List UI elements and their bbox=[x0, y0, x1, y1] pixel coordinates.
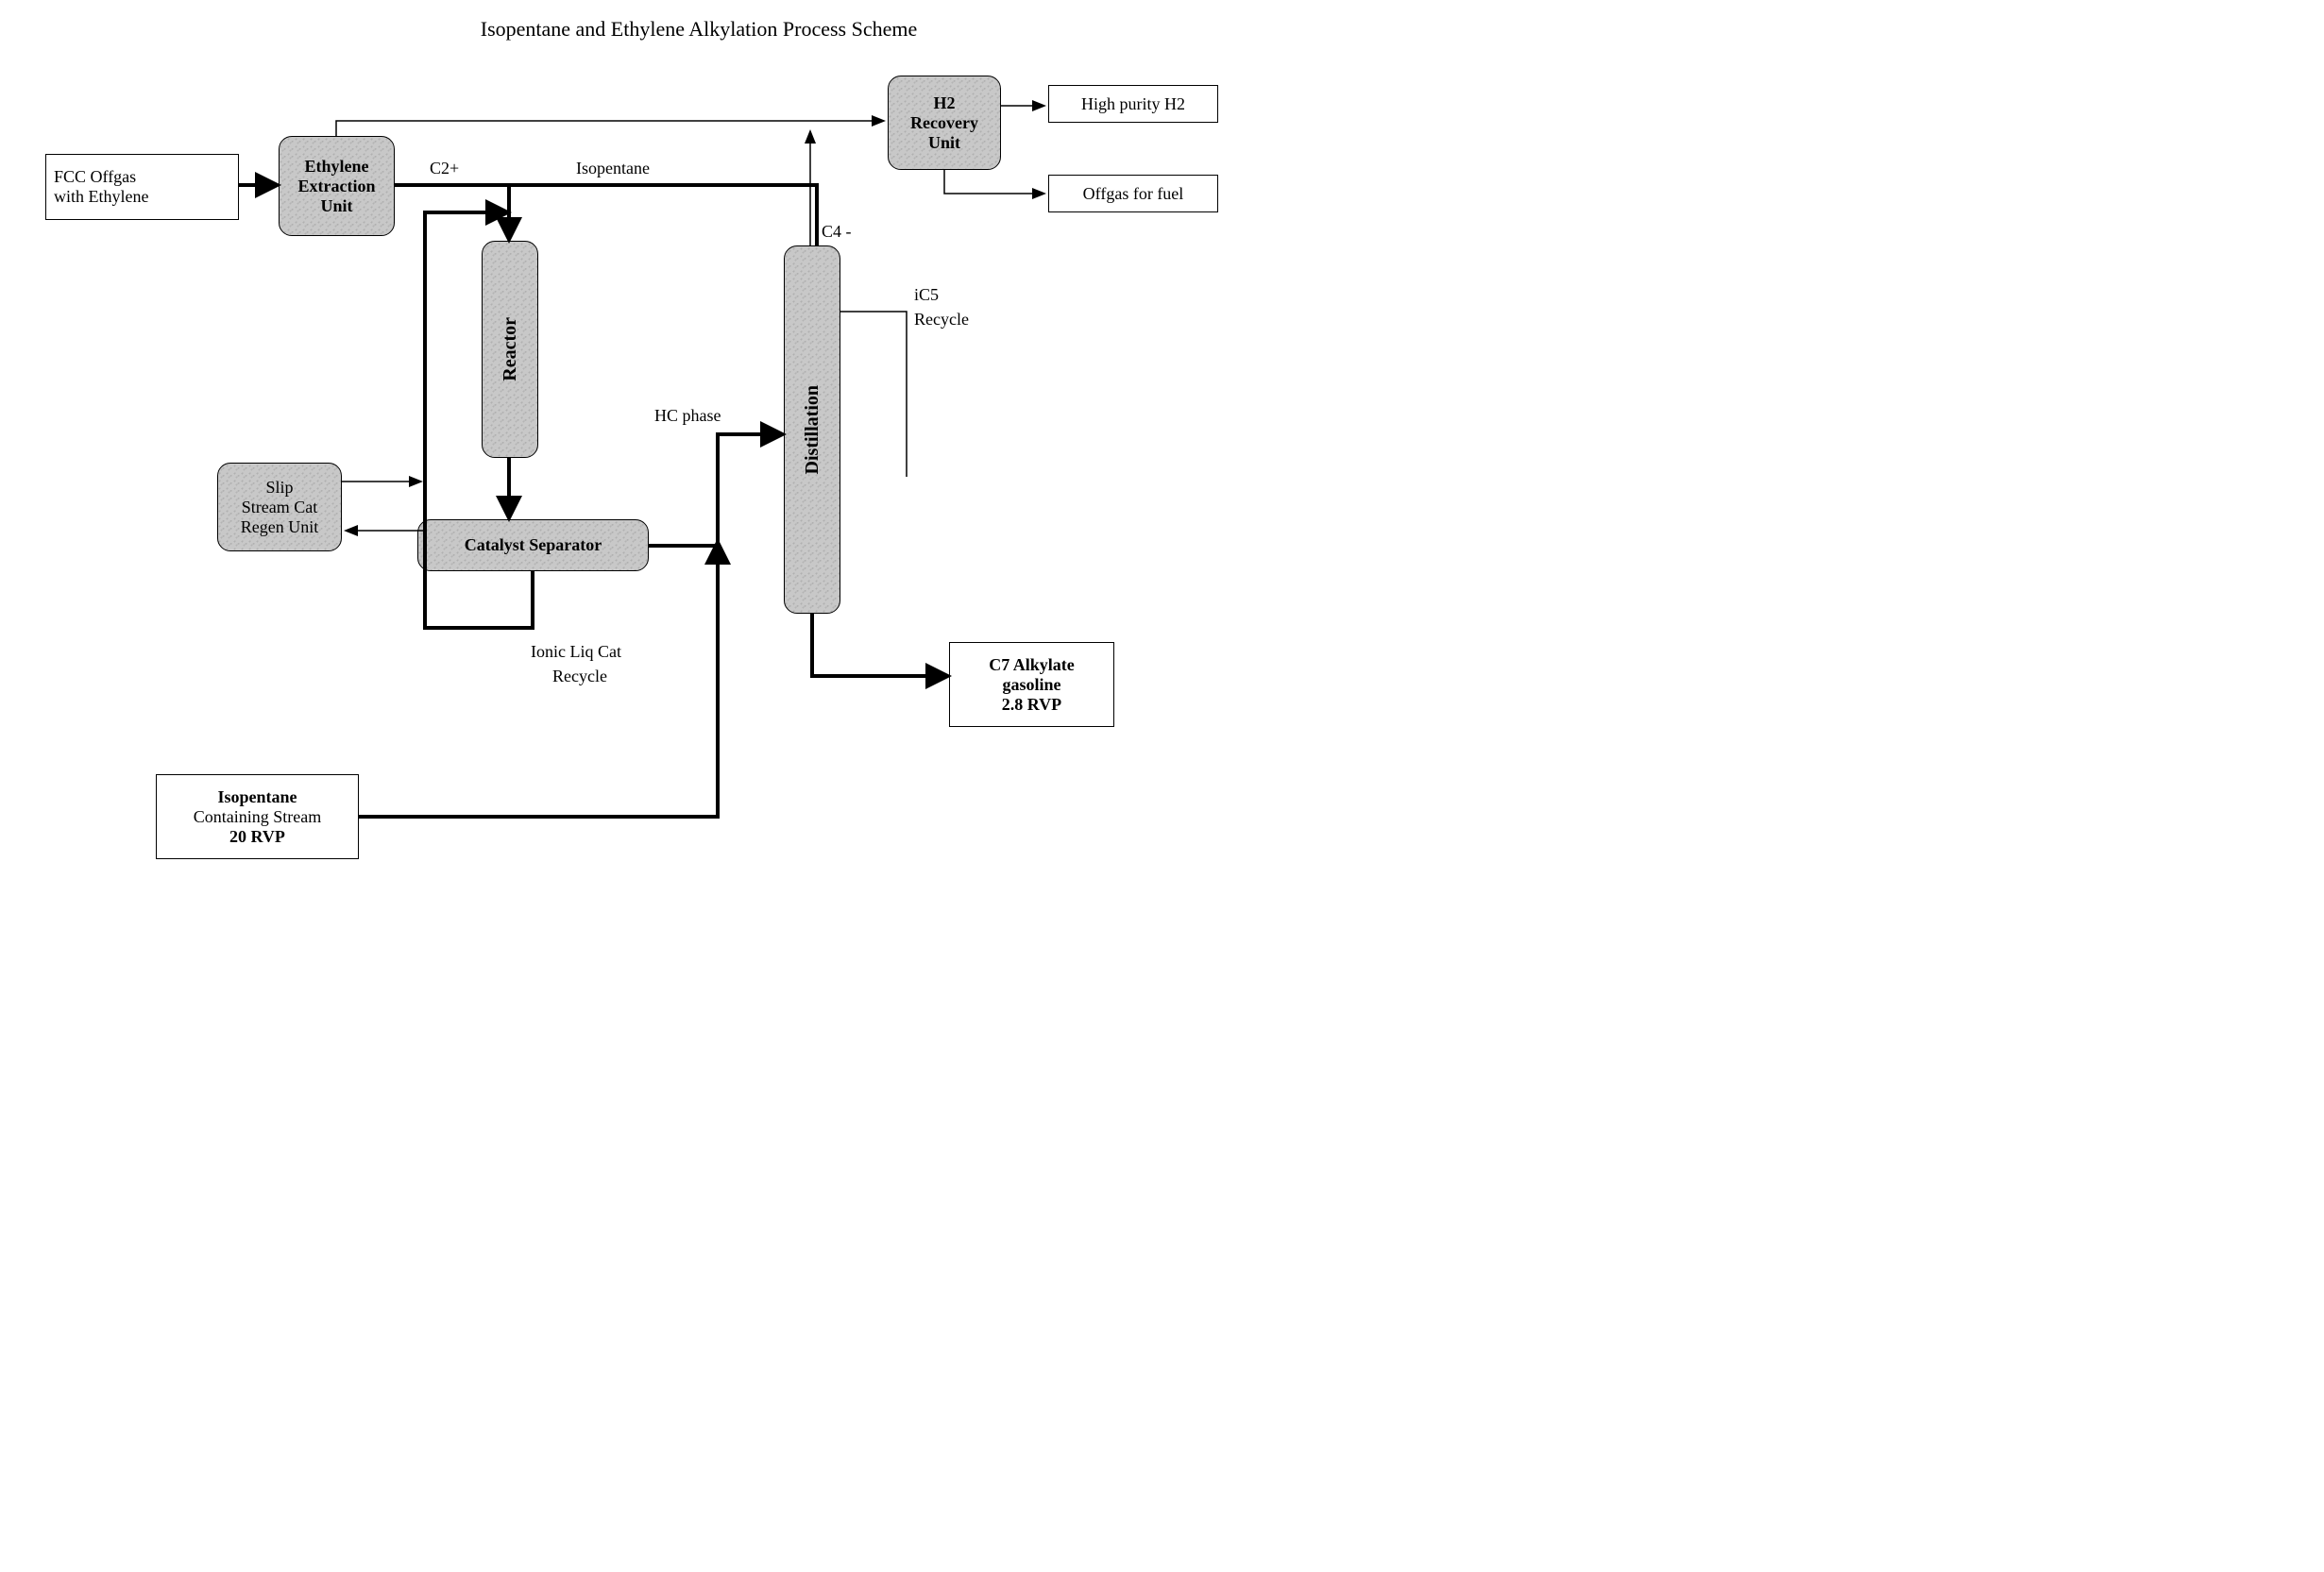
node-reactor: Reactor bbox=[482, 241, 538, 458]
fcc-line2: with Ethylene bbox=[54, 187, 148, 206]
offgas-label: Offgas for fuel bbox=[1083, 184, 1184, 204]
ethylene-line1: Ethylene bbox=[304, 157, 368, 176]
diagram-canvas: Isopentane and Ethylene Alkylation Proce… bbox=[0, 0, 1396, 943]
label-ionic1: Ionic Liq Cat bbox=[531, 642, 621, 662]
diagram-title: Isopentane and Ethylene Alkylation Proce… bbox=[359, 17, 1039, 42]
label-isopentane: Isopentane bbox=[576, 159, 650, 178]
label-ionic2: Recycle bbox=[552, 667, 607, 686]
node-ethylene-extraction: Ethylene Extraction Unit bbox=[279, 136, 395, 236]
label-ic5: iC5 bbox=[914, 285, 939, 305]
h2-line2: Recovery bbox=[910, 113, 978, 132]
node-fcc-offgas: FCC Offgas with Ethylene bbox=[45, 154, 239, 220]
node-c7-alkylate: C7 Alkylate gasoline 2.8 RVP bbox=[949, 642, 1114, 727]
node-offgas-fuel: Offgas for fuel bbox=[1048, 175, 1218, 212]
h2-line3: Unit bbox=[928, 133, 960, 152]
node-h2-recovery: H2 Recovery Unit bbox=[888, 76, 1001, 170]
label-recycle: Recycle bbox=[914, 310, 969, 330]
ethylene-line3: Unit bbox=[320, 196, 352, 215]
c7-line3: 2.8 RVP bbox=[1002, 695, 1061, 714]
node-catalyst-separator: Catalyst Separator bbox=[417, 519, 649, 571]
label-c2plus: C2+ bbox=[430, 159, 459, 178]
ethylene-line2: Extraction bbox=[298, 177, 376, 195]
iso-line2: Containing Stream bbox=[194, 807, 321, 826]
node-slip-stream: Slip Stream Cat Regen Unit bbox=[217, 463, 342, 551]
c7-line1: C7 Alkylate bbox=[989, 655, 1075, 674]
slip-line3: Regen Unit bbox=[241, 517, 319, 536]
distill-label: Distillation bbox=[802, 385, 823, 474]
iso-line3: 20 RVP bbox=[229, 827, 285, 846]
h2-line1: H2 bbox=[933, 93, 955, 112]
node-high-purity-h2: High purity H2 bbox=[1048, 85, 1218, 123]
label-hc-phase: HC phase bbox=[654, 406, 721, 426]
hp-h2-label: High purity H2 bbox=[1081, 94, 1185, 114]
node-distillation: Distillation bbox=[784, 245, 840, 614]
fcc-line1: FCC Offgas bbox=[54, 167, 136, 186]
node-isopentane-feed: Isopentane Containing Stream 20 RVP bbox=[156, 774, 359, 859]
catsep-label: Catalyst Separator bbox=[465, 535, 602, 555]
reactor-label: Reactor bbox=[500, 317, 521, 381]
slip-line1: Slip bbox=[265, 478, 293, 497]
label-c4minus: C4 - bbox=[822, 222, 852, 242]
c7-line2: gasoline bbox=[1002, 675, 1060, 694]
iso-line1: Isopentane bbox=[217, 787, 297, 806]
slip-line2: Stream Cat bbox=[242, 498, 317, 516]
